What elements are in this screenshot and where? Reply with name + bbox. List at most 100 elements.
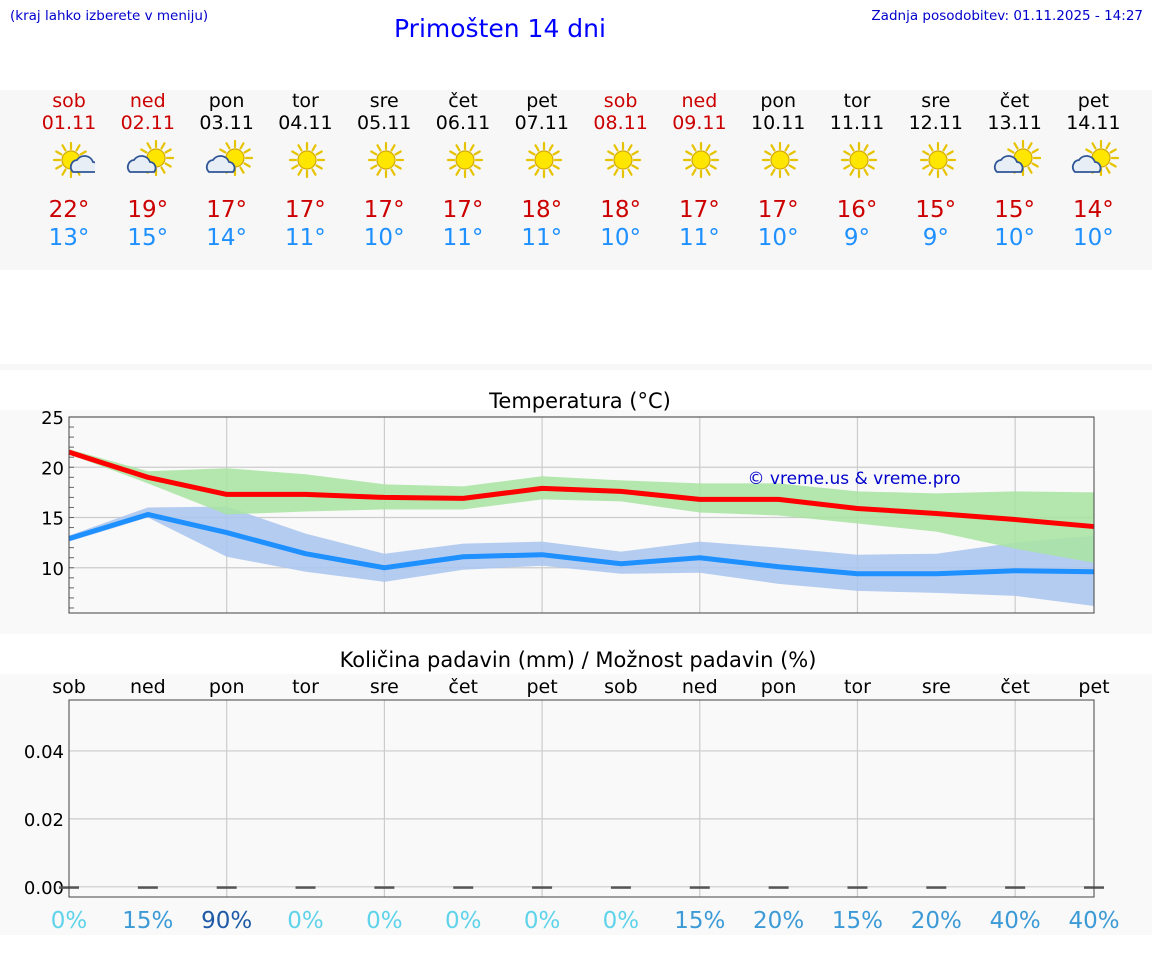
day-date: 12.11	[908, 112, 963, 134]
temperature-tick-label: 15	[41, 509, 64, 530]
sun-cloud-icon	[29, 134, 109, 196]
day-name: tor	[843, 90, 871, 112]
precipitation-day-label: sre	[922, 676, 951, 698]
day-name: sre	[921, 90, 951, 112]
min-temp: 14°	[206, 225, 247, 251]
precipitation-day-label: sob	[604, 676, 638, 698]
min-temp: 9°	[843, 225, 871, 251]
precipitation-tick-label: 0.00	[24, 878, 64, 899]
precipitation-day-label: ned	[130, 676, 166, 698]
precipitation-bar	[295, 886, 316, 889]
precipitation-day-label: tor	[844, 676, 871, 698]
temperature-tick-label: 25	[41, 408, 64, 429]
cloud-sun-icon	[108, 134, 188, 196]
forecast-band	[0, 90, 1152, 270]
min-temp: 13°	[48, 225, 90, 251]
precipitation-probability: 20%	[911, 908, 962, 934]
min-temp: 10°	[1073, 225, 1114, 251]
precipitation-day-label: sre	[370, 676, 399, 698]
day-column: pon 10.11 17° 10°	[738, 90, 818, 252]
day-name: ned	[129, 90, 166, 112]
precipitation-probability: 0%	[366, 908, 403, 934]
precipitation-probability: 20%	[753, 908, 804, 934]
precipitation-plot-area	[69, 700, 1094, 897]
min-temp: 10°	[757, 225, 799, 251]
temperature-chart-title: Temperatura (°C)	[488, 389, 671, 413]
temperature-tick-label: 10	[41, 559, 64, 580]
sun-icon	[817, 134, 897, 196]
day-date: 13.11	[987, 112, 1042, 134]
charts: Temperatura (°C) 10 15 20 25 © vreme.us & vre…	[24, 389, 1120, 934]
sun-icon	[502, 134, 582, 196]
cloud-sun-icon	[1053, 134, 1133, 196]
day-column: sre 05.11 17° 10°	[344, 90, 424, 252]
sun-icon	[896, 134, 976, 196]
sun-icon	[423, 134, 503, 196]
precipitation-probability: 0%	[524, 908, 561, 934]
day-name: pet	[526, 90, 558, 112]
max-temp: 15°	[915, 197, 957, 223]
precipitation-day-label: pon	[209, 676, 245, 698]
precipitation-day-label: tor	[292, 676, 319, 698]
precipitation-bar	[532, 886, 553, 889]
day-column: čet 13.11 15° 10°	[975, 90, 1055, 252]
max-temp: 17°	[679, 197, 720, 223]
day-column: čet 06.11 17° 11°	[423, 90, 503, 252]
day-date: 01.11	[41, 112, 97, 134]
precipitation-probability: 0%	[603, 908, 640, 934]
precipitation-bar	[689, 886, 710, 889]
min-temp: 11°	[679, 225, 720, 251]
min-temp: 9°	[922, 225, 949, 251]
min-temp-line	[68, 511, 1095, 577]
precipitation-probability: 0%	[445, 908, 482, 934]
precipitation-day-label: pet	[1078, 676, 1109, 698]
min-temp: 15°	[127, 225, 169, 251]
day-column: sob 08.11 18° 10°	[581, 90, 661, 252]
day-name: pet	[1077, 90, 1109, 112]
day-column: ned 09.11 17° 11°	[659, 90, 739, 252]
max-temp: 15°	[994, 197, 1035, 223]
cloud-sun-icon	[187, 134, 267, 196]
copyright-annotation: © vreme.us & vreme.pro	[747, 469, 960, 489]
temperature-tick-label: 20	[41, 458, 64, 479]
min-temp: 10°	[363, 225, 405, 251]
day-name: sob	[603, 90, 638, 112]
day-name: sob	[52, 90, 86, 112]
precipitation-bar	[216, 886, 237, 889]
page-title: Primošten 14 dni	[394, 14, 606, 43]
day-column: pet 07.11 18° 11°	[502, 90, 582, 252]
precipitation-bar	[847, 886, 868, 889]
precipitation-chart-title: Količina padavin (mm) / Možnost padavin …	[340, 648, 817, 672]
precipitation-bar	[768, 886, 789, 889]
precipitation-bar	[137, 886, 158, 889]
sun-icon	[659, 134, 739, 196]
day-date: 10.11	[750, 112, 806, 134]
precipitation-probability: 0%	[287, 908, 324, 934]
day-column: pon 03.11 17° 14°	[187, 90, 267, 252]
day-column: sob 01.11 22° 13°	[29, 90, 109, 252]
location-hint: (kraj lahko izberete v meniju)	[10, 8, 209, 24]
precipitation-tick-label: 0.02	[24, 810, 64, 831]
day-date: 02.11	[120, 112, 175, 134]
max-temp: 17°	[442, 197, 484, 223]
day-date: 03.11	[199, 112, 254, 134]
sun-icon	[581, 134, 661, 196]
day-name: čet	[448, 90, 478, 112]
min-temp: 11°	[442, 225, 484, 251]
precipitation-bar	[926, 886, 947, 889]
day-name: tor	[291, 90, 319, 112]
last-updated: Zadnja posodobitev: 01.11.2025 - 14:27	[871, 8, 1143, 24]
precipitation-day-label: pon	[761, 676, 797, 698]
day-name: čet	[999, 90, 1030, 112]
day-date: 14.11	[1066, 112, 1121, 134]
precipitation-probability: 40%	[990, 908, 1041, 934]
max-temp: 17°	[757, 197, 799, 223]
separator-band	[0, 364, 1152, 370]
max-temp: 17°	[363, 197, 405, 223]
day-name: sre	[369, 90, 399, 112]
day-date: 06.11	[435, 112, 491, 134]
sun-icon	[344, 134, 424, 196]
max-temp-band	[69, 449, 1094, 563]
max-temp: 18°	[600, 197, 641, 223]
day-column: tor 04.11 17° 11°	[265, 90, 345, 252]
